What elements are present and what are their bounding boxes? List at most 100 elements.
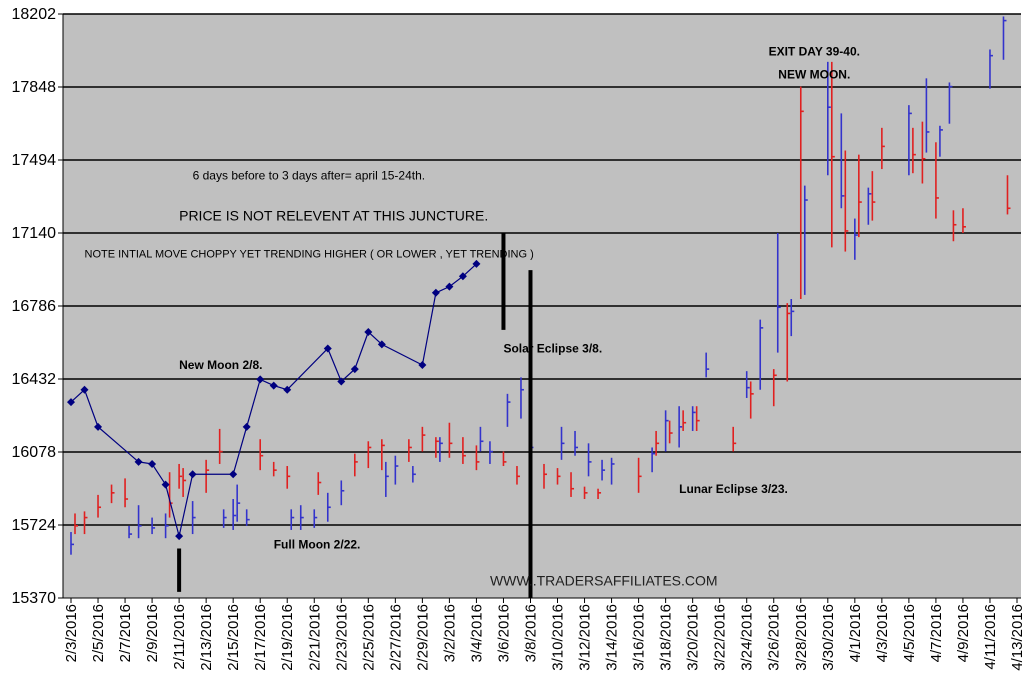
price-bar [245,509,250,526]
price-bar [232,499,237,530]
price-bar [668,420,673,444]
price-bar [475,445,480,471]
projection-point [323,344,332,353]
x-tick-label: 2/15/2016 [225,604,242,671]
price-bar [871,171,876,221]
projection-point [377,340,386,349]
price-bar [286,466,291,489]
price-bar [655,430,660,456]
x-tick-label: 2/21/2016 [306,604,323,671]
price-bar [651,447,656,473]
x-tick-label: 2/19/2016 [279,604,296,671]
x-tick-label: 2/25/2016 [360,604,377,671]
price-bar [164,513,169,539]
projection-point [431,288,440,297]
projection-point [350,365,359,374]
price-bar [290,509,295,530]
price-bar [236,484,241,522]
projection-line [67,259,481,541]
y-tick-label: 18202 [12,6,57,23]
price-bar [218,428,223,464]
projection-point [337,377,346,386]
x-tick-label: 2/13/2016 [198,604,215,671]
grid-lines [63,13,1021,526]
projection-point [175,532,184,541]
price-bar [705,352,710,378]
price-bar [299,505,304,530]
price-bar [124,478,129,508]
price-bar [574,430,579,456]
price-bar [516,466,520,485]
price-bar [840,113,845,209]
annotation-text: NEW MOON. [778,67,850,81]
y-tick-label: 16786 [12,298,57,315]
price-bar [408,439,412,462]
price-bar [732,426,737,452]
price-bar [786,303,791,382]
price-bar [610,457,615,485]
x-tick-label: 3/30/2016 [820,604,837,671]
projection-point [229,470,238,479]
price-bar [272,461,277,477]
y-tick-label: 17848 [12,79,57,96]
price-bar [439,437,443,462]
price-bar [435,437,439,458]
price-bar [854,218,858,260]
x-tick-label: 3/24/2016 [739,604,756,671]
x-tick-label: 4/13/2016 [1009,604,1026,671]
price-bar [881,127,885,170]
annotations: EXIT DAY 39-40. NEW MOON. 6 days before to… [85,45,860,589]
price-bar [587,443,592,477]
projection-point [445,282,454,291]
price-bar [1006,175,1011,215]
projection-point [80,385,89,394]
projection-point [458,272,467,281]
x-tick-label: 3/22/2016 [712,604,729,671]
price-bar [326,492,331,522]
price-bar [570,472,575,497]
y-tick-label: 15370 [12,590,57,607]
projection-point [283,385,292,394]
y-tick-label: 15724 [12,517,57,534]
x-tick-label: 3/16/2016 [631,604,648,671]
price-bar [385,461,389,497]
price-bar [844,150,849,252]
price-bar [583,486,588,500]
price-bar [799,86,804,299]
annotation-text: 6 days before to 3 days after= april 15-… [193,168,425,182]
price-bar [191,501,196,535]
price-bar [962,208,966,233]
projection-point [134,457,143,466]
price-bar [182,468,187,497]
projection-point [269,381,278,390]
x-tick-label: 3/6/2016 [495,604,512,662]
x-tick-label: 3/2/2016 [441,604,458,662]
x-tick-label: 2/29/2016 [414,604,431,671]
annotation-text: WWW..TRADERSAFFILIATES.COM [490,573,718,589]
price-bar [137,505,142,539]
projection-point [148,459,157,468]
price-bar [506,393,511,427]
y-tick-label: 17140 [12,225,57,242]
price-bar [502,451,507,467]
price-bar [520,377,524,419]
price-bar [479,426,484,452]
price-bar [772,369,777,407]
y-axis: 15370 15724 16078 16432 16786 17140 17494 17848… [12,6,1021,607]
price-bar [462,437,466,464]
x-tick-label: 4/7/2016 [928,604,945,662]
x-tick-label: 3/12/2016 [577,604,594,671]
projection-point [161,480,170,489]
projection-point [472,259,481,268]
price-bar [83,511,88,535]
price-bar [939,125,943,157]
price-bar [313,509,318,528]
price-bar [912,127,916,174]
x-tick-label: 4/1/2016 [847,604,864,662]
price-bar [367,441,372,469]
price-bar [205,459,210,493]
price-bar [353,453,358,477]
price-bar [1002,16,1007,60]
x-tick-label: 4/9/2016 [955,604,972,662]
price-bar [128,525,133,539]
